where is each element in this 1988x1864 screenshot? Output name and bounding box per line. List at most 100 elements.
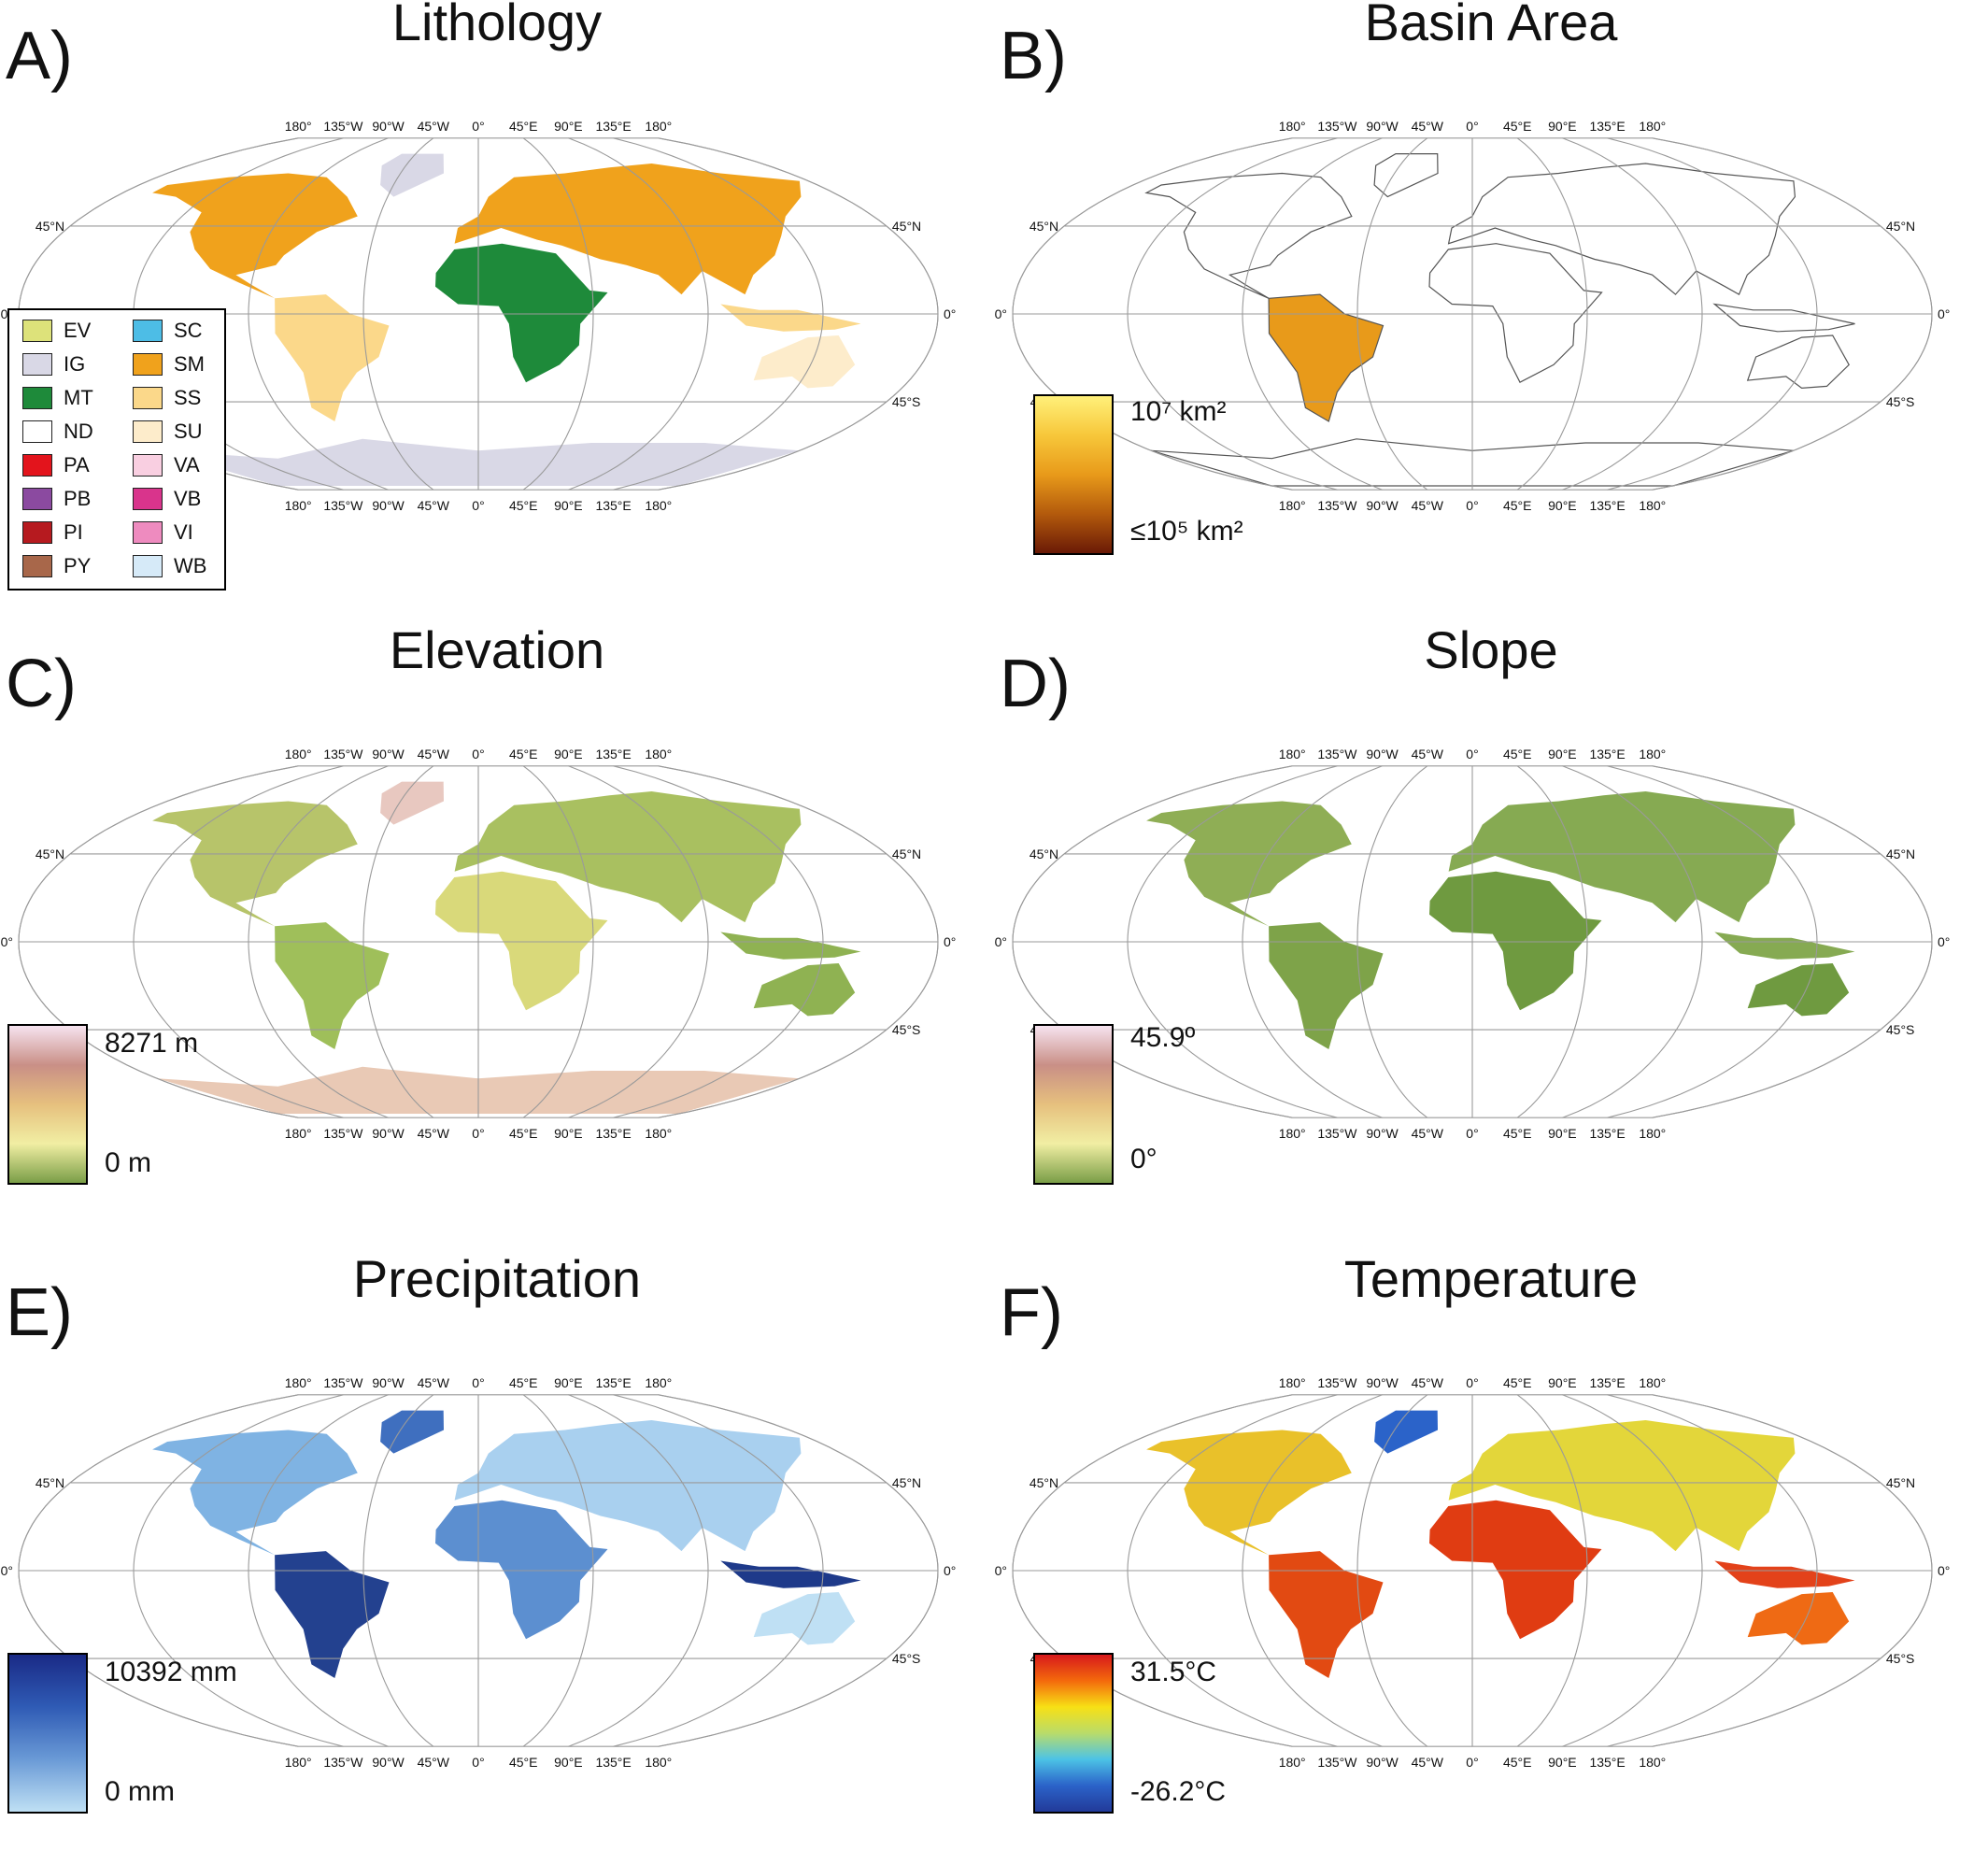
lon-tick-bottom: 135°E: [595, 498, 631, 513]
lon-tick-bottom: 135°E: [595, 1755, 631, 1770]
colorbar-max-label: 45.9º: [1130, 1022, 1196, 1053]
lon-tick-bottom: 135°E: [1589, 1126, 1625, 1141]
lon-tick-bottom: 0°: [1466, 1126, 1478, 1141]
lon-tick-bottom: 180°: [1279, 1126, 1306, 1141]
legend-label: VA: [174, 453, 200, 477]
panel-elevation: 180° 180° 135°W 135°W 90°W 90°W 45°W 45°W 0° 0° 45…: [0, 620, 994, 1235]
legend-label: VI: [174, 520, 193, 544]
colorbar-min-label: 0 mm: [105, 1776, 175, 1807]
landmass-greenland: [380, 781, 444, 825]
lon-tick-bottom: 0°: [1466, 498, 1478, 513]
landmass-australia: [753, 335, 856, 389]
temperature-map: 180° 180° 135°W 135°W 90°W 90°W 45°W 45°W 0° 0° 45…: [995, 1375, 1951, 1770]
lon-tick-top: 90°E: [554, 1375, 583, 1390]
lon-tick-top: 135°W: [323, 747, 363, 761]
lon-tick-bottom: 45°E: [509, 1126, 538, 1141]
colorbar-max-label: 31.5°C: [1130, 1657, 1217, 1687]
lon-tick-top: 45°E: [1503, 747, 1532, 761]
legend-item-nd: ND: [22, 419, 125, 445]
legend-swatch: [22, 555, 52, 577]
lon-tick-top: 90°E: [1548, 747, 1577, 761]
lat-tick-left: 45°N: [1030, 219, 1058, 234]
lon-tick-bottom: 135°E: [1589, 498, 1625, 513]
lon-tick-top: 45°E: [1503, 119, 1532, 134]
landmass-greenland: [1374, 781, 1438, 825]
land-masses: [152, 781, 861, 1114]
lon-tick-bottom: 0°: [472, 1755, 484, 1770]
lon-tick-top: 45°W: [1412, 1375, 1444, 1390]
lon-tick-bottom: 135°W: [1317, 1126, 1357, 1141]
landmass-samerica: [275, 1551, 390, 1678]
lon-tick-top: 90°E: [554, 747, 583, 761]
lon-tick-top: 90°W: [1366, 1375, 1399, 1390]
lon-tick-bottom: 45°W: [1412, 1126, 1444, 1141]
lon-tick-bottom: 90°E: [1548, 1126, 1577, 1141]
landmass-africa: [1428, 243, 1603, 384]
lon-tick-bottom: 180°: [645, 498, 672, 513]
landmass-indonesia: [1714, 932, 1855, 960]
graticule: [18, 1394, 939, 1747]
lon-tick-bottom: 90°E: [554, 498, 583, 513]
lon-tick-top: 135°W: [1317, 119, 1357, 134]
lat-tick-right: 0°: [944, 1563, 956, 1578]
lon-tick-bottom: 180°: [285, 498, 312, 513]
landmass-namerica: [152, 173, 358, 299]
lon-tick-top: 0°: [1466, 119, 1478, 134]
lithology-map: 180° 180° 135°W 135°W 90°W 90°W 45°W 45°W 0° 0° 45…: [1, 119, 957, 513]
lon-tick-bottom: 90°E: [1548, 498, 1577, 513]
legend-item-vi: VI: [133, 519, 235, 546]
lon-tick-bottom: 135°E: [595, 1126, 631, 1141]
lat-tick-left: 45°N: [36, 1475, 64, 1490]
lat-tick-right: 0°: [1938, 934, 1950, 949]
legend-label: PI: [64, 520, 83, 544]
legend-label: WB: [174, 554, 207, 577]
landmass-australia: [753, 963, 856, 1017]
colorbar-max-label: 10392 mm: [105, 1657, 237, 1687]
slope-colorbar: [1033, 1024, 1114, 1185]
lat-tick-left: 0°: [1, 934, 13, 949]
lon-tick-bottom: 90°E: [1548, 1755, 1577, 1770]
graticule: [18, 765, 939, 1118]
legend-item-pa: PA: [22, 452, 125, 478]
lon-tick-top: 180°: [285, 1375, 312, 1390]
lon-tick-bottom: 180°: [645, 1126, 672, 1141]
panel-title: Precipitation: [352, 1249, 642, 1308]
lat-tick-right: 45°N: [1886, 219, 1915, 234]
lon-tick-top: 135°E: [595, 747, 631, 761]
legend-swatch: [133, 353, 163, 376]
axis-labels: 180° 180° 135°W 135°W 90°W 90°W 45°W 45°W 0° 0° 45…: [1, 1375, 957, 1770]
lat-tick-left: 0°: [995, 1563, 1007, 1578]
lat-tick-right: 45°N: [1886, 1475, 1915, 1490]
legend-swatch: [133, 320, 163, 342]
lon-tick-top: 45°W: [418, 119, 450, 134]
lat-tick-right: 0°: [1938, 1563, 1950, 1578]
axis-labels: 180° 180° 135°W 135°W 90°W 90°W 45°W 45°W 0° 0° 45…: [995, 1375, 1951, 1770]
lon-tick-bottom: 135°W: [1317, 498, 1357, 513]
lon-tick-top: 45°W: [418, 747, 450, 761]
lon-tick-bottom: 180°: [1639, 1755, 1666, 1770]
landmass-africa: [435, 1500, 608, 1640]
lon-tick-bottom: 45°E: [1503, 1126, 1532, 1141]
lon-tick-top: 45°W: [1412, 119, 1444, 134]
lon-tick-top: 0°: [1466, 1375, 1478, 1390]
axis-labels: 180° 180° 135°W 135°W 90°W 90°W 45°W 45°W 0° 0° 45…: [1, 747, 957, 1141]
landmass-australia: [1746, 334, 1850, 390]
legend-item-ig: IG: [22, 351, 125, 377]
lat-tick-right: 0°: [944, 306, 956, 321]
lat-tick-right: 45°N: [892, 219, 921, 234]
lon-tick-top: 180°: [645, 119, 672, 134]
lon-tick-bottom: 180°: [285, 1126, 312, 1141]
panel-title: Lithology: [391, 0, 603, 51]
landmass-indonesia: [720, 1560, 861, 1588]
lon-tick-top: 135°W: [1317, 747, 1357, 761]
lon-tick-top: 90°E: [554, 119, 583, 134]
land-masses: [1144, 153, 1855, 487]
lon-tick-bottom: 135°W: [323, 498, 363, 513]
colorbar-max-label: 10⁷ km²: [1130, 396, 1227, 427]
lon-tick-top: 0°: [472, 1375, 484, 1390]
lon-tick-top: 45°E: [509, 1375, 538, 1390]
landmass-eurasia: [454, 164, 802, 295]
lon-tick-bottom: 0°: [1466, 1755, 1478, 1770]
legend-swatch: [133, 521, 163, 544]
lat-tick-left: 45°N: [1030, 1475, 1058, 1490]
